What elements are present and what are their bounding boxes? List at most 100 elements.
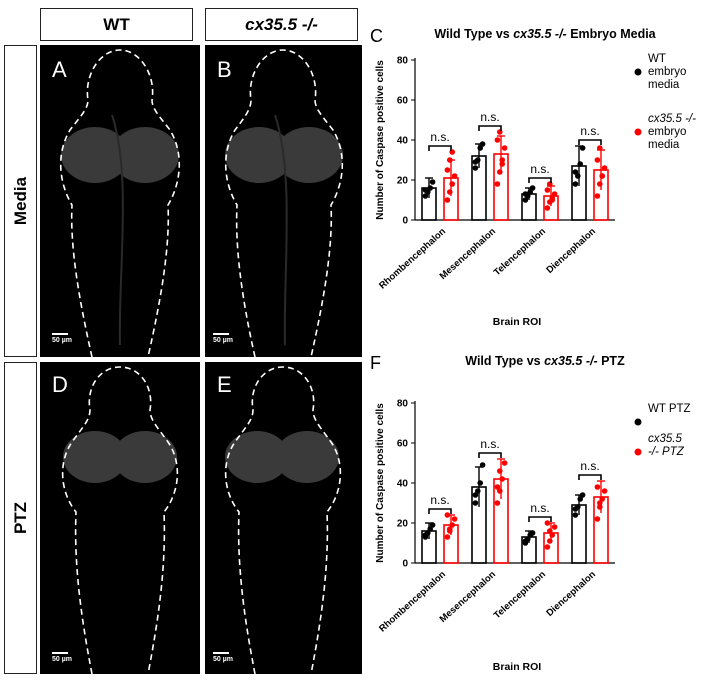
data-point: [594, 193, 601, 199]
significance-bracket: [428, 508, 452, 514]
data-point: [494, 181, 501, 187]
row-header-media: Media: [4, 45, 37, 357]
data-point: [597, 500, 603, 506]
micrograph-panel-b: B 50 µm: [205, 45, 362, 357]
data-point: [422, 187, 429, 193]
data-point: [597, 181, 603, 187]
data-point: [601, 165, 608, 171]
data-point: [444, 197, 451, 203]
y-tick-label: 40: [397, 479, 409, 490]
data-point: [451, 173, 458, 179]
data-point: [449, 181, 455, 187]
data-point: [577, 161, 583, 167]
column-header-wt: WT: [40, 8, 193, 41]
data-point: [572, 181, 579, 187]
scale-bar-label-a: 50 µm: [52, 337, 72, 344]
data-point: [579, 145, 586, 151]
chart-c: C Wild Type vs cx35.5 -/- Embryo Media Num…: [365, 10, 710, 340]
legend-label: embryo: [648, 126, 686, 138]
y-tick-label: 20: [397, 519, 409, 530]
data-point: [447, 189, 453, 195]
brain-outline-b: [224, 49, 344, 357]
data-point: [477, 480, 483, 486]
brain-outline-a: [59, 49, 181, 357]
scale-bar-e: [213, 652, 229, 654]
data-point: [447, 526, 453, 532]
scale-bar-a: [52, 333, 68, 335]
legend-label: cx35.5: [648, 433, 682, 445]
significance-bracket: [578, 139, 602, 145]
x-tick-label: Diencephalon: [544, 569, 598, 619]
legend-label: media: [648, 79, 680, 91]
data-point: [572, 506, 579, 512]
legend-label: cx35.5 -/-: [648, 113, 696, 125]
data-point: [451, 516, 458, 522]
data-point: [429, 522, 436, 528]
x-tick-label: Rhombencephalon: [377, 569, 448, 635]
y-tick-label: 0: [402, 559, 408, 570]
data-point: [551, 191, 558, 197]
column-header-mutant: cx35.5 -/-: [205, 8, 358, 41]
y-tick-label: 20: [397, 176, 409, 187]
data-point: [499, 157, 505, 163]
brain-outline-e: [224, 366, 342, 674]
significance-label: n.s.: [430, 493, 449, 507]
panel-letter: C: [370, 26, 383, 46]
x-axis-label: Brain ROI: [493, 316, 542, 328]
data-point: [497, 169, 503, 175]
data-point: [497, 468, 503, 474]
legend-label: media: [648, 139, 680, 151]
scale-bar-label-b: 50 µm: [213, 337, 233, 344]
data-point: [599, 173, 605, 179]
chart-title: Wild Type vs cx35.5 -/- Embryo Media: [434, 27, 656, 41]
micrograph-panel-e: E 50 µm: [205, 362, 362, 674]
column-header-wt-label: WT: [103, 14, 130, 34]
data-point: [494, 137, 501, 143]
data-point: [544, 187, 551, 193]
data-point: [594, 516, 601, 522]
micrograph-panel-d: D 50 µm: [40, 362, 200, 674]
data-point: [447, 157, 453, 163]
data-point: [494, 484, 501, 490]
significance-label: n.s.: [480, 437, 499, 451]
x-tick-label: Telencephalon: [492, 569, 548, 621]
data-point: [544, 544, 551, 550]
x-tick-label: Diencephalon: [544, 226, 598, 276]
row-header-ptz: PTZ: [4, 362, 37, 674]
y-axis-label: Number of Caspase positive cells: [375, 60, 386, 220]
legend-label: WT PTZ: [648, 403, 691, 415]
micrograph-panel-a: A 50 µm: [40, 45, 200, 357]
legend-marker: [634, 418, 642, 426]
scale-bar-d: [52, 652, 68, 654]
data-point: [444, 167, 451, 173]
data-point: [429, 179, 436, 185]
row-header-media-label: Media: [10, 176, 30, 226]
panel-label-b: B: [217, 57, 232, 82]
data-point: [472, 500, 479, 506]
significance-label: n.s.: [530, 501, 549, 515]
significance-bracket: [478, 452, 502, 458]
data-point: [547, 538, 553, 544]
data-point: [544, 520, 551, 526]
data-point: [579, 492, 586, 498]
significance-label: n.s.: [580, 124, 599, 138]
significance-label: n.s.: [530, 162, 549, 176]
chart-c-svg: C Wild Type vs cx35.5 -/- Embryo Media Num…: [370, 26, 696, 328]
data-point: [529, 185, 536, 191]
panel-label-a: A: [52, 57, 67, 82]
brain-outline-d: [61, 366, 179, 674]
data-point: [479, 141, 486, 147]
data-point: [522, 538, 529, 544]
significance-bracket: [428, 145, 452, 151]
column-header-mutant-label: cx35.5 -/-: [245, 14, 318, 34]
scale-bar-label-e: 50 µm: [213, 656, 233, 663]
data-point: [601, 488, 608, 494]
data-point: [544, 205, 551, 211]
panel-label-e: E: [217, 372, 232, 397]
y-tick-label: 60: [397, 439, 409, 450]
significance-bracket: [478, 125, 502, 131]
significance-label: n.s.: [580, 459, 599, 473]
data-point: [472, 159, 479, 165]
data-point: [547, 528, 553, 534]
data-point: [499, 161, 505, 167]
